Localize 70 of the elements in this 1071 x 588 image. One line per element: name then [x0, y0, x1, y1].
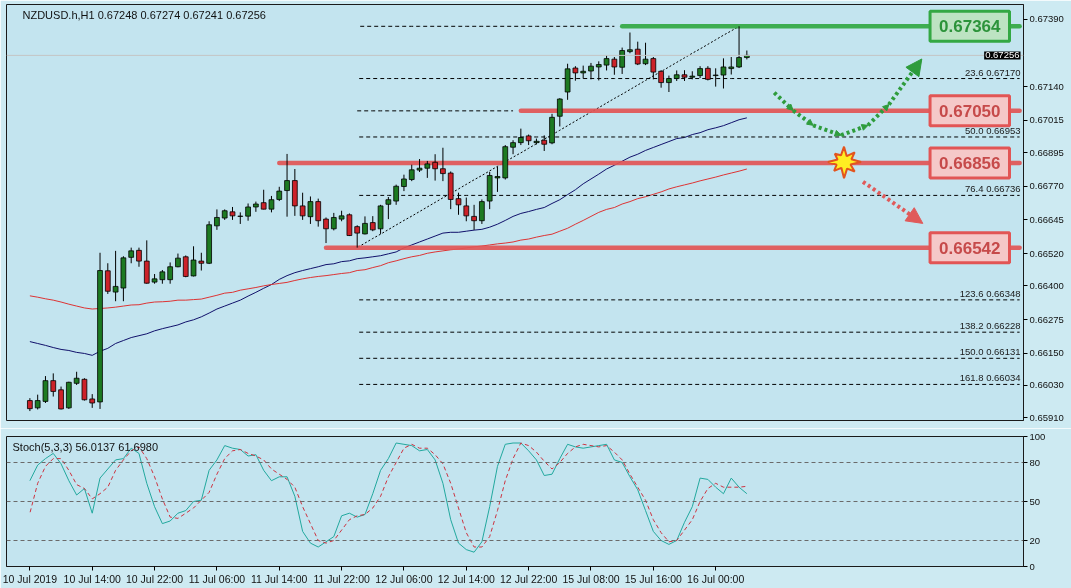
x-tick-label: 15 Jul 08:00	[562, 572, 620, 585]
y-tick-label: 0.66520	[1029, 247, 1064, 259]
y-tick-label: 0.66030	[1029, 379, 1064, 391]
line-series	[29, 168, 748, 310]
candlestick	[736, 25, 742, 69]
x-tick-label: 12 Jul 22:00	[500, 572, 558, 585]
y-tick-label: 0.66150	[1029, 347, 1064, 359]
annotation: 138.2 0.66228	[959, 320, 1021, 332]
candlestick	[136, 247, 142, 268]
candlestick	[167, 261, 173, 285]
y-tick-label: 0.66770	[1029, 180, 1064, 192]
candlestick	[354, 224, 361, 249]
y-tick-label: 0.66400	[1029, 279, 1064, 291]
annotation: 0.67050	[939, 101, 1001, 121]
y-tick-label: 0.67140	[1029, 80, 1064, 92]
x-tick-label: 10 Jul 2019	[2, 572, 58, 585]
candlestick	[627, 32, 633, 54]
y-tick-label: 0.66895	[1029, 146, 1064, 158]
candlestick	[479, 198, 485, 225]
x-tick-label: 12 Jul 06:00	[375, 572, 433, 585]
candlestick	[58, 386, 64, 410]
candlestick	[393, 184, 399, 206]
line-series	[29, 117, 748, 356]
annotation: 23.6 0.67170	[965, 66, 1021, 78]
x-tick-label: 16 Jul 00:00	[687, 572, 745, 585]
annotation: 123.6 0.66348	[959, 287, 1021, 299]
x-tick-label: 12 Jul 14:00	[437, 572, 496, 585]
annotation: 0.66856	[939, 154, 1001, 174]
y-tick-label: 0.67015	[1029, 114, 1064, 126]
candlestick	[284, 153, 290, 218]
candlestick	[315, 198, 322, 228]
x-tick-label: 10 Jul 14:00	[63, 572, 121, 585]
chart-title: Stoch(5,3,3) 56.0137 61.6980	[12, 440, 159, 453]
annotation: 150.0 0.66131	[959, 346, 1021, 358]
annotation: 76.4 0.66736	[965, 183, 1021, 195]
candlestick	[104, 262, 111, 295]
y-tick-label: 0.65910	[1029, 411, 1064, 423]
candlestick	[362, 215, 368, 235]
candlestick	[666, 75, 672, 93]
candlestick	[323, 216, 329, 244]
y-tick-label: 0.67390	[1029, 13, 1064, 25]
candlestick	[432, 153, 438, 182]
x-tick-label: 11 Jul 14:00	[251, 572, 308, 585]
annotation: 50.0 0.66953	[965, 124, 1021, 136]
x-tick-label: 10 Jul 22:00	[125, 572, 184, 585]
y-tick-label: 20	[1029, 534, 1041, 546]
x-tick-label: 11 Jul 22:00	[313, 572, 370, 585]
candlestick	[510, 139, 516, 155]
candlestick	[143, 239, 150, 285]
candlestick	[377, 204, 384, 235]
y-tick-label: 0.66645	[1029, 213, 1064, 225]
x-tick-label: 15 Jul 16:00	[624, 572, 683, 585]
ref-line-label: 0.67256	[985, 49, 1020, 61]
annotation: 161.8 0.66034	[959, 372, 1021, 384]
candlestick	[619, 47, 625, 75]
y-tick-label: 50	[1029, 495, 1041, 507]
candlestick	[463, 197, 470, 222]
x-tick-label: 11 Jul 06:00	[188, 572, 246, 585]
candlestick	[214, 208, 220, 231]
annotation: 0.66542	[939, 238, 1001, 258]
candlestick	[556, 97, 563, 127]
candlestick	[440, 147, 446, 182]
y-tick-label: 80	[1029, 456, 1041, 468]
candlestick	[471, 204, 477, 231]
candlestick	[253, 201, 259, 213]
chart-title: NZDUSD.h,H1 0.67248 0.67274 0.67241 0.67256	[22, 8, 266, 21]
y-tick-label: 0.66275	[1029, 313, 1064, 325]
annotation: 0.67364	[939, 17, 1002, 37]
y-tick-label: 0	[1029, 560, 1035, 572]
y-tick-label: 100	[1029, 430, 1046, 442]
